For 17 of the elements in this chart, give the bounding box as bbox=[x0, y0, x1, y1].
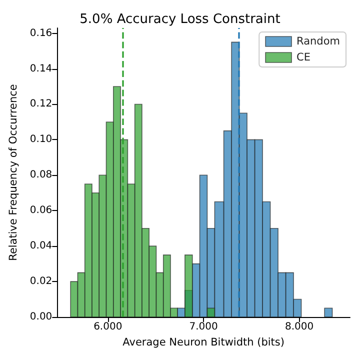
y-tick-label: 0.02 bbox=[30, 276, 52, 288]
x-axis-title: Average Neuron Bitwidth (bits) bbox=[122, 336, 284, 348]
y-tick-label: 0.10 bbox=[30, 134, 52, 146]
x-tick-label: 8.000 bbox=[284, 322, 314, 332]
legend-label: CE bbox=[296, 52, 310, 64]
y-tick-label: 0.08 bbox=[30, 170, 52, 181]
y-axis-title: Relative Frequency of Occurrence bbox=[8, 84, 20, 261]
y-tick-label: 0.00 bbox=[30, 312, 52, 322]
legend-label: Random bbox=[296, 36, 340, 48]
y-tick-label: 0.04 bbox=[30, 240, 52, 252]
y-tick-label: 0.06 bbox=[30, 205, 52, 216]
chart-title: 5.0% Accuracy Loss Constraint bbox=[80, 12, 280, 27]
y-tick-label: 0.12 bbox=[30, 98, 52, 110]
x-tick-label: 7.000 bbox=[189, 322, 218, 332]
y-tick-label: 0.14 bbox=[30, 63, 52, 74]
y-tick-label: 0.16 bbox=[30, 28, 52, 39]
x-tick-label: 6.000 bbox=[94, 322, 122, 332]
